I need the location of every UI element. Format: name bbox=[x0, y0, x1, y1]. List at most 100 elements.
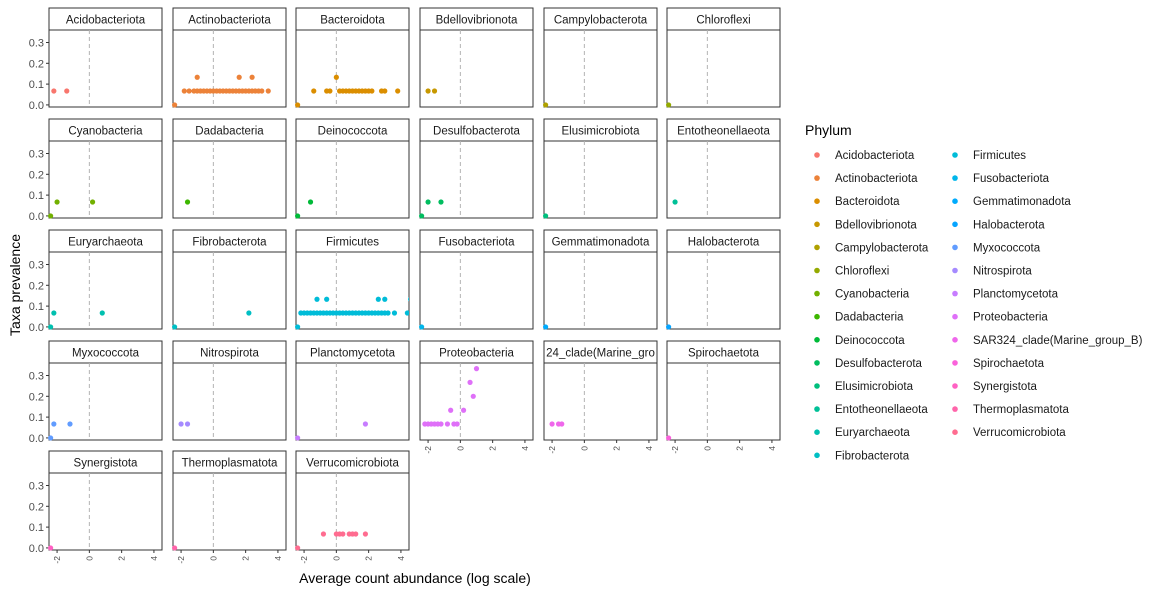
data-point bbox=[181, 88, 187, 94]
data-point bbox=[51, 88, 57, 94]
data-point bbox=[395, 88, 401, 94]
data-point bbox=[236, 74, 242, 80]
legend-item: Chloroflexi bbox=[814, 266, 889, 278]
data-point bbox=[295, 324, 301, 330]
y-tick-label: 0.3 bbox=[29, 148, 44, 160]
legend-label: Dadabacteria bbox=[835, 312, 904, 324]
facet-panel-border bbox=[543, 362, 658, 441]
facet-strip-label: Synergistota bbox=[74, 458, 139, 470]
data-point bbox=[51, 421, 57, 427]
data-point bbox=[448, 407, 454, 413]
legend-key bbox=[814, 337, 820, 343]
data-point bbox=[460, 407, 467, 413]
data-point bbox=[470, 393, 476, 399]
data-point bbox=[295, 102, 301, 108]
data-points bbox=[295, 531, 369, 551]
x-tick-label: 0 bbox=[702, 446, 712, 451]
data-points bbox=[48, 421, 73, 441]
y-tick-label: 0.0 bbox=[29, 211, 44, 223]
x-tick-label: 2 bbox=[488, 446, 498, 451]
legend-label: Planctomycetota bbox=[973, 289, 1059, 301]
facet-panel-border bbox=[172, 472, 287, 551]
data-point bbox=[327, 88, 333, 94]
data-point bbox=[99, 310, 105, 316]
facet-panel-border bbox=[48, 362, 163, 441]
data-points bbox=[666, 102, 672, 108]
facet-strip-label: Firmicutes bbox=[326, 237, 379, 249]
axes: Average count abundance (log scale) Taxa… bbox=[7, 234, 531, 586]
legend-label: Verrucomicrobiota bbox=[973, 427, 1066, 439]
data-point bbox=[48, 545, 54, 551]
legend-item: Synergistota bbox=[952, 381, 1038, 393]
data-point bbox=[295, 545, 301, 551]
legend-item: Entotheonellaeota bbox=[814, 404, 928, 416]
legend-item: SAR324_clade(Marine_group_B) bbox=[952, 335, 1143, 347]
data-point bbox=[444, 421, 451, 427]
legend-item: Myxococcota bbox=[952, 242, 1041, 254]
data-point bbox=[425, 199, 431, 205]
data-point bbox=[333, 74, 339, 80]
facet-panel-border bbox=[543, 29, 658, 108]
facet-panel: Fibrobacterota bbox=[172, 229, 287, 330]
x-tick-label: 4 bbox=[396, 556, 406, 561]
x-tick-label: -2 bbox=[547, 446, 557, 454]
data-point bbox=[51, 310, 57, 316]
facet-strip-label: Bacteroidota bbox=[320, 15, 385, 27]
data-point bbox=[362, 421, 369, 427]
facet-panel-border bbox=[172, 29, 287, 108]
facet-strip-label: Desulfobacterota bbox=[433, 126, 521, 138]
data-point bbox=[340, 531, 346, 537]
data-points bbox=[51, 88, 70, 94]
x-tick-label: -2 bbox=[423, 446, 433, 454]
data-point bbox=[172, 545, 178, 551]
facet-panel-border bbox=[172, 362, 287, 441]
legend-label: Actinobacteriota bbox=[835, 173, 918, 185]
y-tick-label: 0.1 bbox=[29, 190, 44, 202]
y-tick-label: 0.2 bbox=[29, 58, 44, 70]
data-points bbox=[422, 366, 480, 427]
facet-strip-label: Cyanobacteria bbox=[68, 126, 143, 138]
facet-panel-border bbox=[543, 140, 658, 219]
facet-panel: Actinobacteriota bbox=[172, 7, 287, 108]
facet-strip-label: Verrucomicrobiota bbox=[306, 458, 399, 470]
y-tick-label: 0.2 bbox=[29, 280, 44, 292]
facet-panel-border bbox=[419, 140, 534, 219]
y-axis-title: Taxa prevalence bbox=[7, 234, 23, 336]
legend-label: Fibrobacterota bbox=[835, 450, 910, 462]
legend-key bbox=[814, 452, 820, 459]
legend-key bbox=[952, 313, 958, 320]
legend-item: Firmicutes bbox=[952, 150, 1026, 162]
data-point bbox=[265, 88, 271, 94]
y-tick-label: 0.0 bbox=[29, 100, 44, 112]
facet-panel: Deinococcota bbox=[295, 118, 410, 219]
legend-item: Verrucomicrobiota bbox=[952, 427, 1066, 439]
legend-item: Bacteroidota bbox=[814, 196, 900, 208]
facet-panel-border bbox=[172, 251, 287, 330]
data-points bbox=[172, 310, 252, 330]
x-tick-label: 2 bbox=[612, 446, 622, 451]
data-point bbox=[184, 199, 191, 205]
y-tick-label: 0.3 bbox=[29, 37, 44, 49]
data-points bbox=[543, 324, 549, 330]
data-points bbox=[172, 74, 271, 108]
y-tick-label: 0.3 bbox=[29, 259, 44, 271]
legend-key bbox=[814, 198, 820, 204]
facet-panel: Fusobacteriota bbox=[419, 229, 534, 330]
data-point bbox=[549, 421, 555, 427]
legend-label: Bdellovibrionota bbox=[835, 219, 917, 231]
facet-panel-border bbox=[295, 362, 410, 441]
legend-key bbox=[952, 198, 958, 204]
x-tick-label: 0 bbox=[208, 556, 218, 561]
legend-label: Spirochaetota bbox=[973, 358, 1045, 370]
legend-item: Planctomycetota bbox=[952, 289, 1059, 301]
data-point bbox=[249, 74, 255, 80]
data-point bbox=[307, 199, 314, 205]
x-tick-label: 4 bbox=[149, 556, 159, 561]
data-points bbox=[295, 74, 401, 108]
data-point bbox=[64, 88, 70, 94]
legend-item: Halobacterota bbox=[952, 219, 1045, 231]
data-point bbox=[666, 324, 672, 330]
facet-panel-border bbox=[48, 472, 163, 551]
legend-item: Fusobacteriota bbox=[952, 173, 1050, 185]
data-point bbox=[362, 531, 369, 537]
